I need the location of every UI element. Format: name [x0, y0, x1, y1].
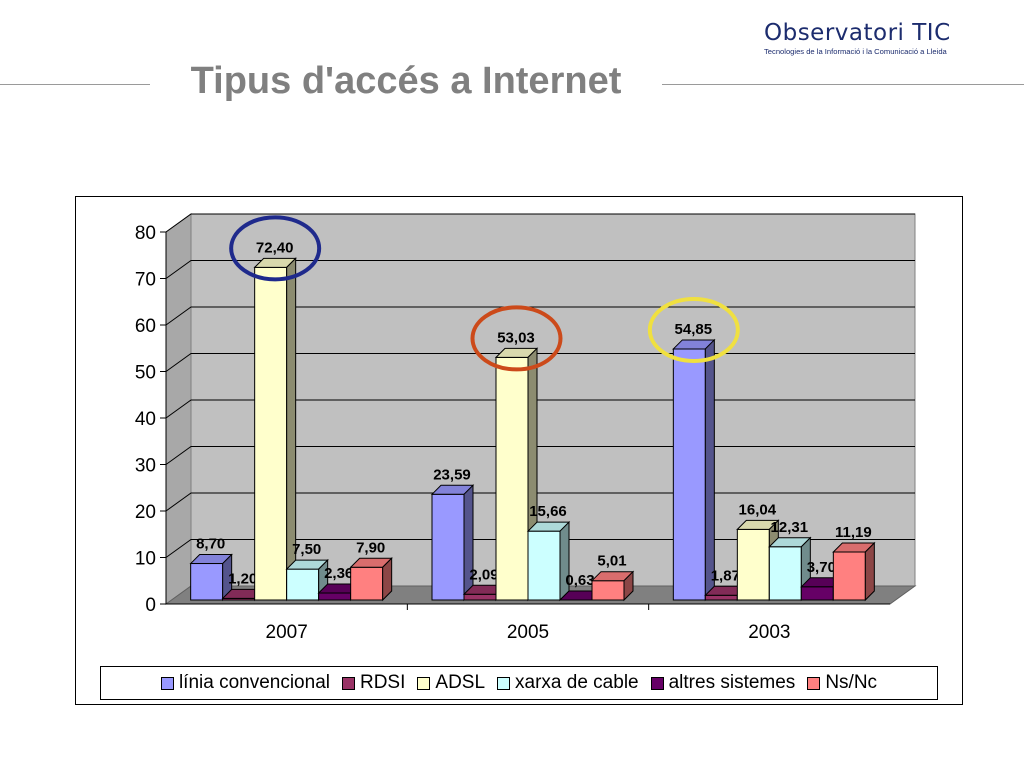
gridline: [165, 260, 915, 279]
legend-item: línia convencional: [160, 672, 330, 694]
y-tick-label: 40: [135, 409, 156, 430]
x-category-label: 2005: [507, 622, 549, 643]
bar-side: [864, 541, 875, 602]
x-category-label: 2003: [748, 622, 790, 643]
legend-swatch: [417, 676, 431, 690]
y-tick-label: 30: [135, 456, 156, 477]
observatori-tic-logo: Observatori TIC Tecnologies de la Inform…: [764, 20, 994, 56]
highlight-circle: [229, 215, 322, 282]
bar: [704, 594, 738, 601]
legend-label: xarxa de cable: [515, 672, 639, 693]
bar: [832, 551, 866, 601]
bar: [591, 580, 625, 601]
slide-title: Tipus d'accés a Internet: [190, 60, 622, 102]
data-label: 15,66: [529, 503, 567, 520]
data-label: 53,03: [497, 329, 535, 346]
y-tick-label: 80: [135, 223, 156, 244]
data-label: 1,87: [711, 567, 740, 584]
data-label: 2,36: [324, 565, 353, 582]
legend-item: xarxa de cable: [497, 672, 639, 694]
highlight-circle: [470, 305, 563, 372]
x-category-label: 2007: [266, 622, 308, 643]
legend-label: línia convencional: [178, 672, 330, 693]
y-tick-label: 20: [135, 502, 156, 523]
data-label: 23,59: [433, 466, 471, 483]
title-rule-right: [662, 84, 1024, 85]
legend-item: ADSL: [417, 672, 485, 694]
gridline: [165, 213, 915, 233]
bar: [800, 586, 834, 601]
bar-side: [382, 557, 393, 602]
data-label: 72,40: [256, 239, 294, 256]
logo-wordmark: Observatori TIC: [764, 20, 994, 46]
logo-subtitle: Tecnologies de la Informació i la Comuni…: [764, 47, 947, 56]
bar-side: [623, 570, 634, 602]
bar: [495, 356, 529, 601]
data-label: 7,50: [292, 541, 321, 558]
legend-swatch: [650, 676, 664, 690]
y-tick-label: 10: [135, 549, 156, 570]
bar: [768, 546, 802, 601]
data-label: 12,31: [771, 519, 809, 536]
data-label: 0,63: [565, 572, 594, 589]
bar: [318, 592, 352, 601]
gridline: [165, 306, 915, 326]
bar: [350, 566, 384, 601]
title-rule-left: [0, 84, 150, 85]
bar: [672, 348, 706, 601]
legend-label: ADSL: [435, 672, 486, 693]
logo-suffix-text: TIC: [912, 20, 951, 46]
legend-label: RDSI: [359, 672, 406, 693]
logo-main-text: Observatori: [764, 20, 905, 46]
bar: [431, 493, 465, 601]
data-label: 8,70: [196, 536, 225, 553]
bar: [736, 528, 770, 601]
legend-item: RDSI: [341, 672, 406, 694]
data-label: 2,09: [469, 566, 498, 583]
bar: [527, 530, 561, 601]
legend-label: Ns/Nc: [825, 672, 878, 693]
bar: [463, 593, 497, 601]
bar: [190, 563, 224, 601]
chart-legend: línia convencional RDSI ADSL xarxa de cable…: [100, 666, 938, 700]
data-label: 5,01: [597, 553, 626, 570]
data-label: 3,70: [807, 559, 836, 576]
data-label: 7,90: [356, 539, 385, 556]
highlight-circle: [647, 296, 740, 363]
legend-label: altres sistemes: [668, 672, 796, 693]
data-label: 54,85: [675, 321, 713, 338]
data-label: 16,04: [739, 501, 777, 518]
y-tick-label: 60: [135, 316, 156, 337]
data-label: 1,20: [228, 570, 257, 587]
legend-item: Ns/Nc: [807, 672, 877, 694]
legend-swatch: [160, 676, 174, 690]
bar: [254, 266, 288, 601]
bar-side: [704, 338, 715, 602]
legend-swatch: [497, 676, 511, 690]
legend-item: altres sistemes: [650, 672, 796, 694]
y-tick-label: 70: [135, 270, 156, 291]
legend-swatch: [807, 676, 821, 690]
bar: [286, 568, 320, 601]
legend-swatch: [341, 676, 355, 690]
data-label: 11,19: [835, 524, 872, 541]
y-tick-label: 50: [135, 363, 156, 384]
y-tick-label: 0: [145, 595, 156, 616]
